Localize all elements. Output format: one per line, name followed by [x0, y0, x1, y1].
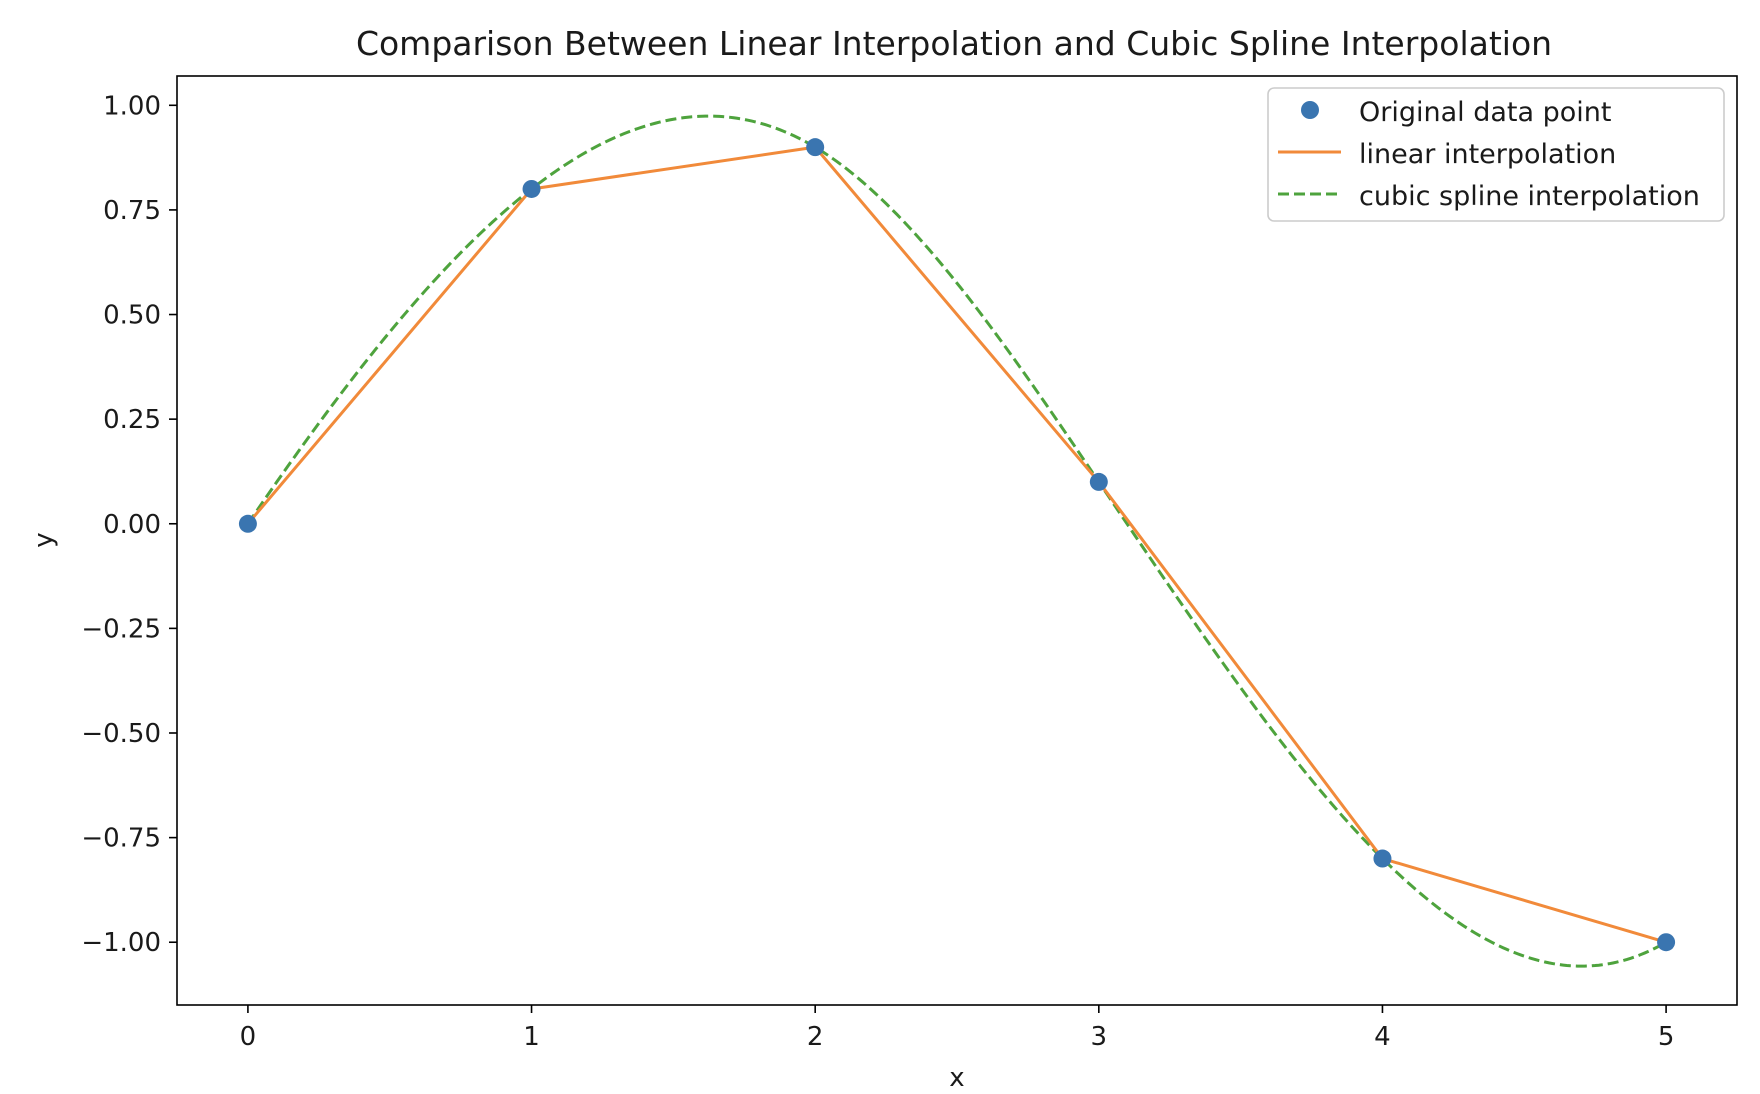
y-tick-label: 0.75 [103, 196, 161, 226]
series-line-linear [246, 145, 1667, 944]
x-tick-label: 0 [240, 1022, 257, 1052]
x-tick-label: 2 [807, 1022, 824, 1052]
legend-label-linear: linear interpolation [1359, 139, 1616, 170]
data-point [238, 514, 257, 533]
x-tick-label: 4 [1374, 1022, 1391, 1052]
data-point [1089, 472, 1108, 491]
y-axis-label: y [29, 532, 59, 547]
x-tick-label: 3 [1091, 1022, 1108, 1052]
y-tick-label: −1.00 [81, 928, 161, 958]
legend-label-original-data: Original data point [1359, 97, 1612, 128]
x-tick-label: 5 [1658, 1022, 1675, 1052]
chart-title: Comparison Between Linear Interpolation … [356, 24, 1552, 63]
y-tick-label: 1.00 [103, 91, 161, 121]
plot-area [238, 114, 1676, 968]
y-tick-label: 0.00 [103, 510, 161, 540]
x-axis-ticks: 0 1 2 3 4 5 [240, 1005, 1675, 1052]
y-tick-label: −0.75 [81, 824, 161, 854]
y-tick-label: −0.25 [81, 614, 161, 644]
y-tick-label: −0.50 [81, 719, 161, 749]
legend-label-cubic: cubic spline interpolation [1359, 181, 1700, 212]
x-axis-label: x [949, 1063, 964, 1093]
series-line-cubic-spline [246, 114, 1667, 968]
data-point [1373, 849, 1392, 868]
y-tick-label: 0.50 [103, 301, 161, 331]
data-point [806, 138, 825, 157]
data-point [1657, 933, 1676, 952]
data-point [522, 179, 541, 198]
legend-box [1267, 87, 1725, 222]
axes-frame [176, 75, 1738, 1006]
x-tick-label: 1 [523, 1022, 540, 1052]
legend-marker-original-data [1301, 101, 1319, 119]
legend: Original data point linear interpolation… [1267, 87, 1725, 222]
y-axis-ticks: 1.00 0.75 0.50 0.25 0.00 −0.25 −0.50 −0.75 −1.00 [81, 91, 177, 958]
y-tick-label: 0.25 [103, 405, 161, 435]
